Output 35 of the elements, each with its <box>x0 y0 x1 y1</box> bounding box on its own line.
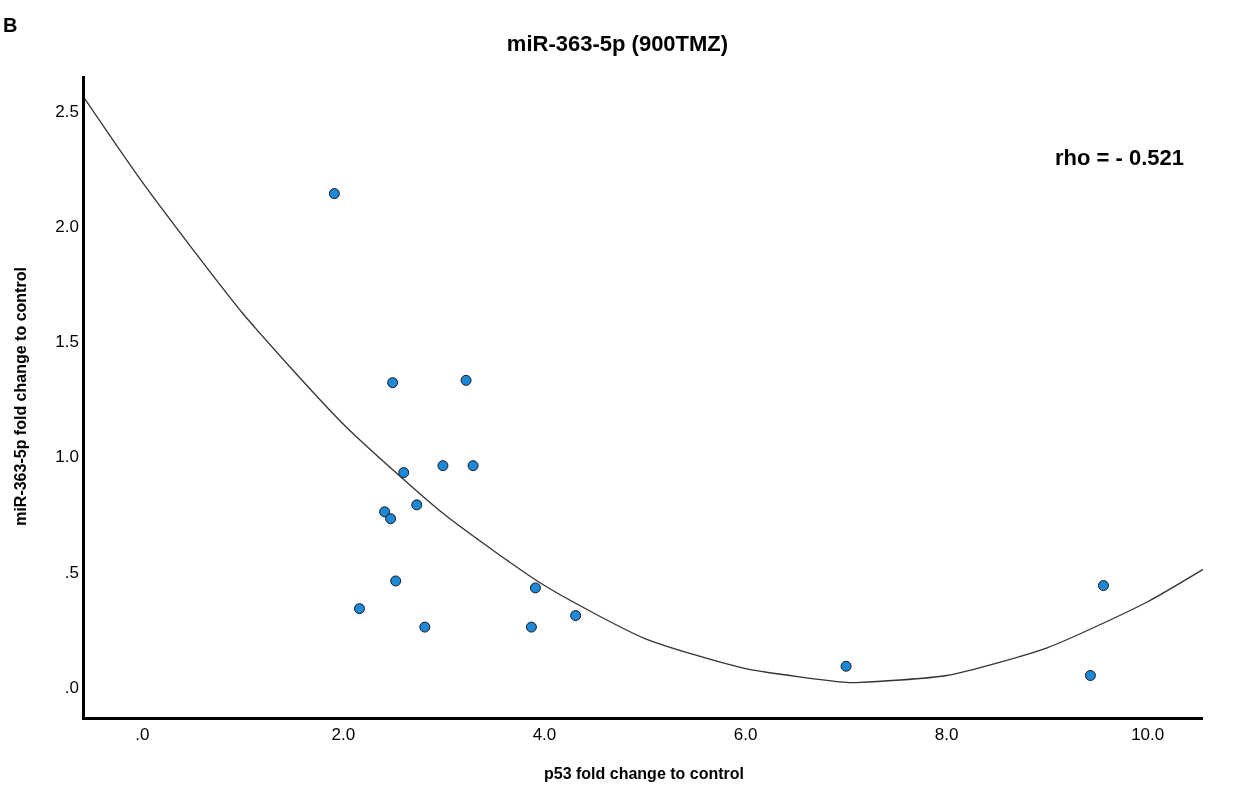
x-tick-label: 10.0 <box>1131 725 1165 745</box>
point <box>385 513 397 525</box>
point <box>398 467 410 479</box>
point <box>570 610 582 622</box>
y-tick-label: 2.0 <box>55 216 79 236</box>
y-tick-label: 2.5 <box>55 101 79 121</box>
point <box>840 660 852 672</box>
point <box>390 575 402 587</box>
point <box>460 374 472 386</box>
x-axis-title: p53 fold change to control <box>543 764 745 782</box>
point <box>419 621 431 633</box>
point <box>411 499 423 511</box>
point <box>437 460 449 472</box>
point <box>525 621 537 633</box>
y-tick-label: 1.0 <box>55 447 79 467</box>
point <box>387 377 399 389</box>
line-series <box>85 98 1203 684</box>
point <box>1097 580 1109 592</box>
point <box>1084 670 1096 681</box>
x-tick-label: 8.0 <box>934 725 959 745</box>
y-tick-label: .5 <box>64 562 79 582</box>
y-tick-label: 1.5 <box>55 332 79 352</box>
y-tick-label: .0 <box>64 677 79 697</box>
point <box>328 188 340 200</box>
x-tick-label: 4.0 <box>532 725 557 745</box>
y-axis-title: miR-363-5p fold change to control <box>12 267 30 526</box>
x-tick-label: 2.0 <box>331 725 356 745</box>
text: B <box>3 14 18 36</box>
point <box>353 603 365 615</box>
point <box>467 460 479 472</box>
x-tick-label: .0 <box>135 725 150 745</box>
point <box>529 582 541 594</box>
chart-title: miR-363-5p (900TMZ) <box>506 31 729 57</box>
x-tick-label: 6.0 <box>733 725 758 745</box>
annotation: rho = - 0.521 <box>1055 145 1185 170</box>
